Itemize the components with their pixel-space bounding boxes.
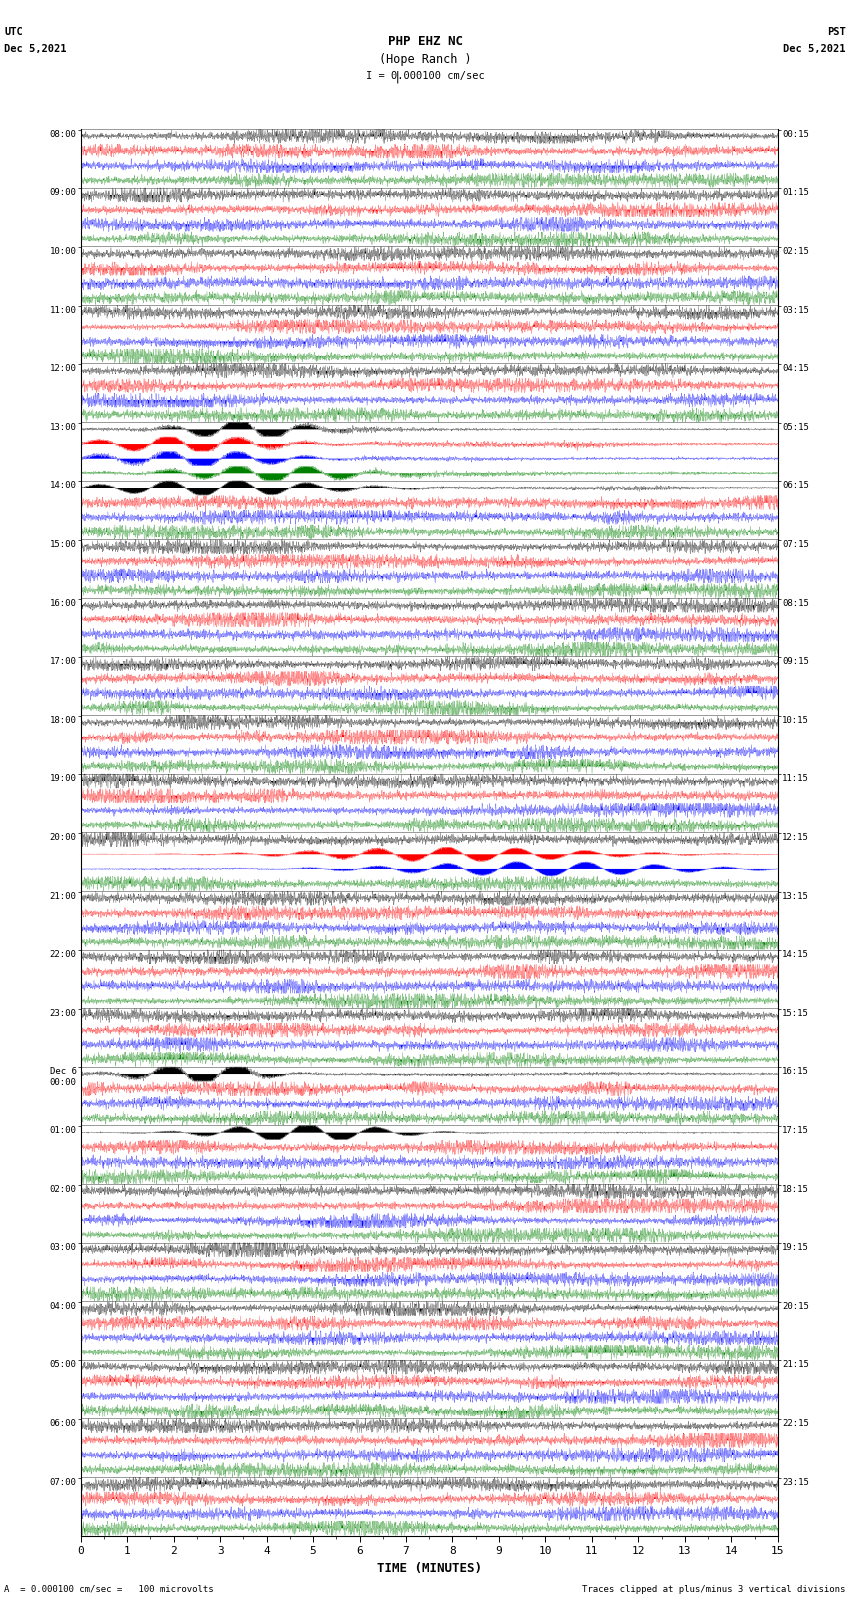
Text: I = 0.000100 cm/sec: I = 0.000100 cm/sec [366, 71, 484, 81]
Text: PST: PST [827, 27, 846, 37]
Text: |: | [394, 71, 401, 84]
Text: A  = 0.000100 cm/sec =   100 microvolts: A = 0.000100 cm/sec = 100 microvolts [4, 1584, 214, 1594]
Text: Dec 5,2021: Dec 5,2021 [4, 44, 67, 53]
Text: PHP EHZ NC: PHP EHZ NC [388, 35, 462, 48]
Text: Dec 5,2021: Dec 5,2021 [783, 44, 846, 53]
Text: Traces clipped at plus/minus 3 vertical divisions: Traces clipped at plus/minus 3 vertical … [582, 1584, 846, 1594]
X-axis label: TIME (MINUTES): TIME (MINUTES) [377, 1561, 482, 1574]
Text: (Hope Ranch ): (Hope Ranch ) [379, 53, 471, 66]
Text: UTC: UTC [4, 27, 23, 37]
